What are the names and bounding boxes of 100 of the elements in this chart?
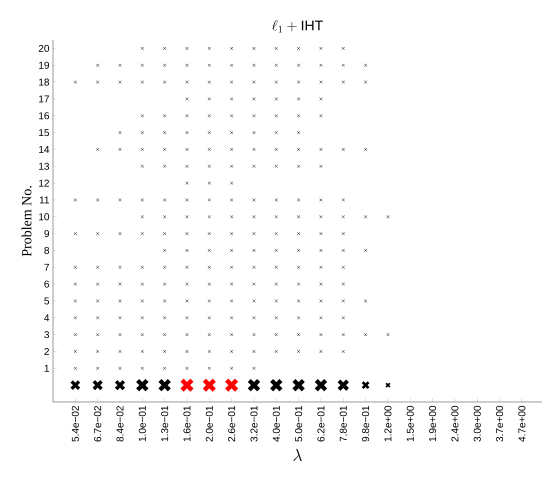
point [252, 148, 256, 152]
point [252, 282, 256, 286]
point [162, 299, 166, 303]
point [364, 148, 368, 152]
point [386, 215, 390, 218]
point [274, 248, 278, 252]
point [208, 366, 211, 370]
point [319, 282, 323, 286]
point [162, 80, 166, 84]
x-tick-label: 6.2e−01 [317, 406, 324, 442]
point [252, 198, 256, 202]
point [296, 148, 300, 152]
point [185, 130, 189, 134]
point [342, 282, 345, 286]
point [140, 46, 144, 50]
point [252, 114, 256, 118]
point [185, 299, 189, 303]
point [342, 46, 345, 50]
point [162, 266, 166, 269]
point [319, 114, 323, 118]
point [140, 232, 144, 236]
point [185, 316, 189, 320]
point [96, 350, 100, 354]
y-tick-label: 17 [39, 95, 49, 102]
point [208, 148, 211, 152]
point [342, 198, 345, 202]
point [252, 97, 256, 101]
y-tick-label: 16 [39, 112, 50, 120]
point [96, 266, 100, 269]
point [74, 80, 77, 84]
point [162, 64, 166, 67]
point [342, 332, 345, 336]
point [208, 64, 211, 67]
point [319, 148, 323, 152]
point [140, 350, 144, 354]
point [118, 198, 122, 202]
point [319, 64, 323, 67]
point [162, 248, 166, 252]
y-tick-label: 11 [40, 196, 49, 204]
y-tick-label: 5 [44, 297, 50, 304]
x-tick-label: 1.5e+00 [406, 406, 414, 442]
point [364, 248, 368, 252]
point [185, 215, 189, 218]
x-tick-label: 9.8e−01 [362, 406, 370, 442]
point [162, 350, 166, 354]
point [208, 332, 211, 336]
point [140, 198, 144, 202]
point [274, 97, 278, 101]
point [296, 299, 300, 303]
x-tick-label: 5.0e−01 [295, 406, 302, 442]
point [296, 266, 300, 269]
point [296, 248, 300, 252]
point [208, 215, 211, 218]
point [118, 64, 122, 67]
point [252, 164, 256, 168]
point [319, 266, 323, 269]
point [296, 332, 300, 336]
point [185, 164, 189, 168]
point [252, 248, 256, 252]
point [319, 350, 323, 354]
point [319, 215, 323, 218]
point [386, 332, 390, 336]
point [118, 299, 122, 303]
point [296, 198, 300, 202]
point [230, 164, 234, 168]
point [274, 198, 278, 202]
point [274, 232, 278, 236]
point [364, 332, 368, 336]
point [319, 332, 323, 336]
point [185, 97, 189, 101]
point [230, 46, 234, 50]
point [342, 248, 345, 252]
x-tick-label: 3.0e+00 [474, 406, 481, 442]
point [74, 299, 77, 303]
point [230, 97, 234, 101]
y-tick-label: 7 [44, 264, 49, 271]
x-tick-label: 1.2e+00 [384, 406, 392, 442]
point [252, 299, 256, 303]
point [319, 299, 323, 303]
point [230, 64, 234, 67]
point [118, 130, 122, 134]
point [185, 148, 189, 152]
point [162, 130, 166, 134]
point [74, 282, 77, 286]
point [296, 64, 300, 67]
point [319, 164, 323, 168]
point [74, 366, 77, 370]
y-tick-label: 18 [39, 78, 50, 86]
point [296, 130, 300, 134]
x-tick-label: 1.6e−01 [183, 406, 191, 442]
point [96, 282, 100, 286]
point [118, 282, 122, 286]
point [230, 198, 234, 202]
point [185, 232, 189, 236]
point [185, 46, 189, 50]
point [118, 366, 122, 370]
x-tick-label: 8.4e−02 [116, 406, 124, 442]
point [274, 316, 278, 320]
point [118, 232, 122, 236]
point [74, 198, 77, 202]
